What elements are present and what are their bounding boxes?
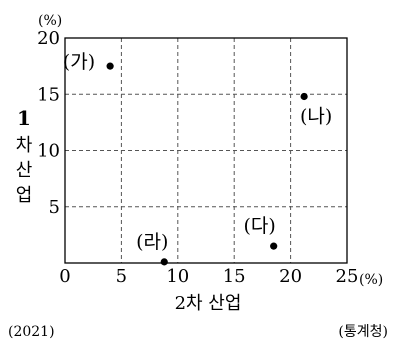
y-axis-label-char: 업 [16, 185, 33, 206]
source-note: (통계청) [338, 324, 388, 340]
x-axis-label: 2차 산업 [175, 293, 242, 314]
x-tick-label: 0 [59, 266, 70, 287]
x-tick-label: 25 [336, 266, 359, 287]
data-point-label: (라) [136, 231, 168, 253]
y-tick-label: 15 [37, 84, 60, 105]
data-point [160, 258, 168, 266]
y-tick-label: 20 [37, 28, 60, 49]
year-note: (2021) [8, 324, 55, 340]
y-tick-label: 10 [37, 141, 60, 162]
data-point-label: (나) [300, 106, 332, 128]
data-point [270, 242, 278, 250]
plot-frame [64, 37, 348, 264]
data-point-label: (가) [63, 51, 95, 73]
grid-layer [65, 38, 347, 263]
data-point-label: (다) [244, 215, 276, 237]
data-point [106, 62, 114, 70]
x-tick-label: 15 [223, 266, 246, 287]
tick-labels: 0 5 10 15 20 25 5 10 15 20 [37, 28, 358, 287]
y-axis-label-char: 산 [16, 160, 33, 181]
x-tick-label: 20 [279, 266, 302, 287]
x-axis-unit: (%) [359, 272, 383, 288]
y-tick-label: 5 [49, 197, 60, 218]
data-points: (가) (나) (다) (라) [63, 51, 332, 266]
x-tick-label: 10 [166, 266, 189, 287]
y-axis-unit: (%) [38, 13, 62, 29]
y-axis-label-char: 차 [16, 135, 33, 156]
y-axis-label: 1 차 산 업 [16, 106, 33, 206]
x-tick-label: 5 [116, 266, 127, 287]
y-axis-label-number: 1 [17, 106, 31, 130]
data-point [300, 92, 308, 101]
